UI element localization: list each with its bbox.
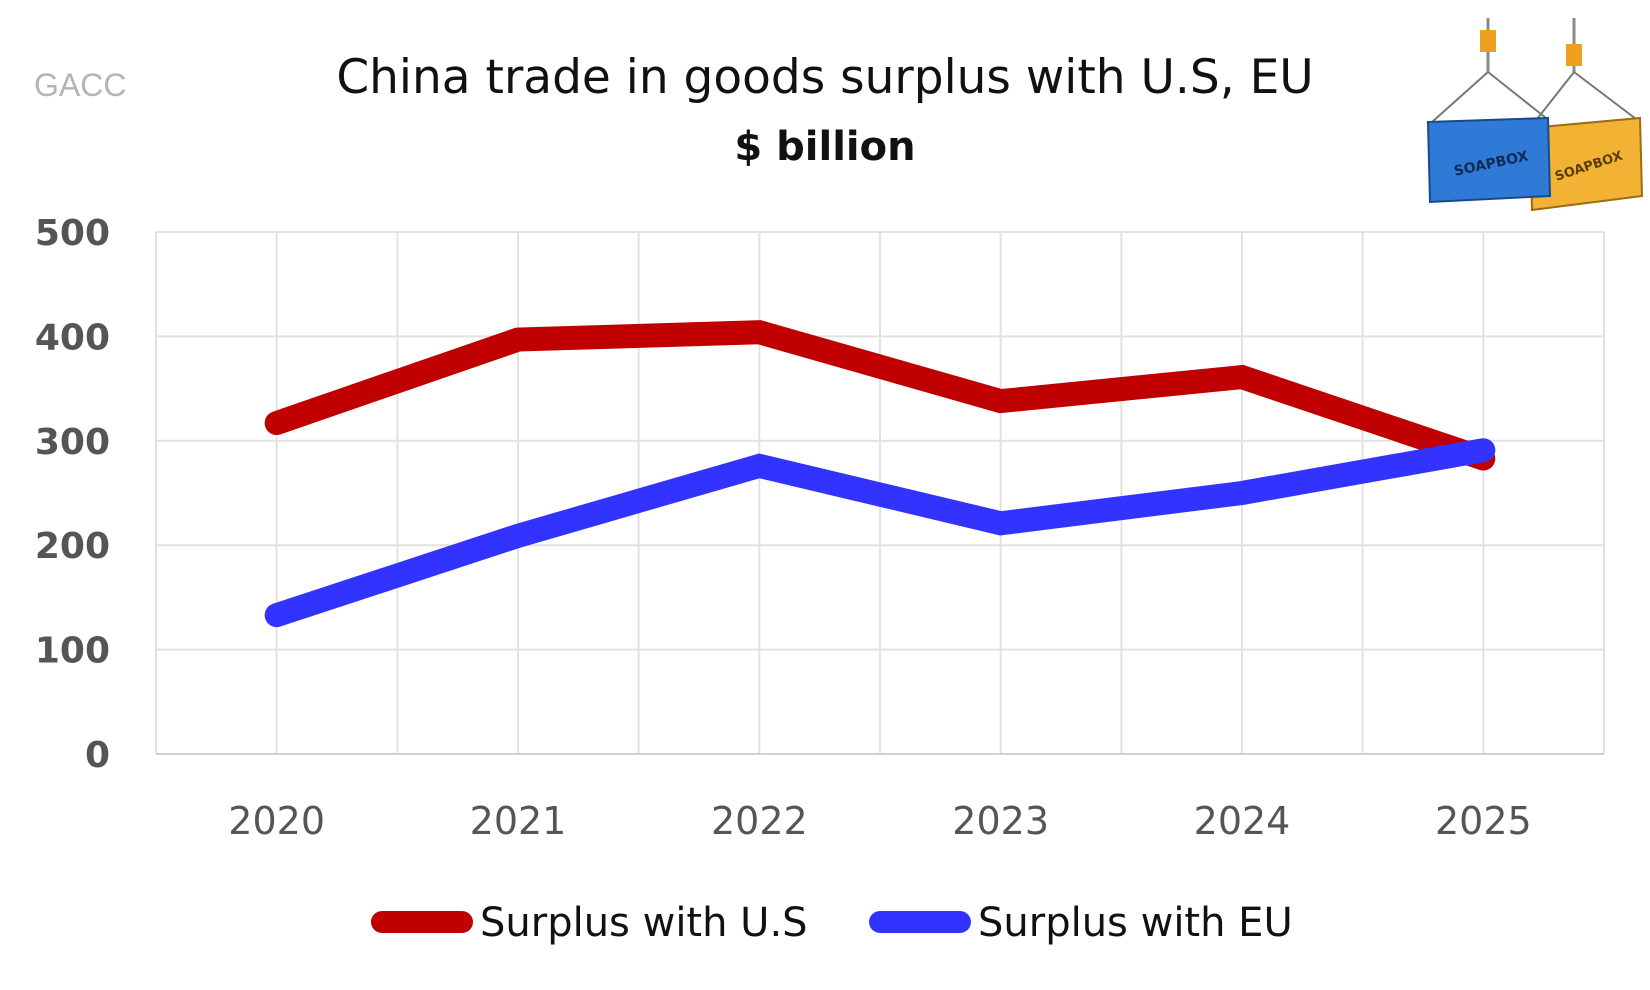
data-point (1482, 449, 1484, 451)
legend-label: Surplus with U.S (480, 900, 808, 946)
y-tick-label: 0 (85, 735, 110, 776)
x-tick-label: 2021 (470, 799, 567, 843)
data-point (517, 339, 519, 341)
y-tick-label: 100 (35, 631, 110, 672)
data-point (276, 614, 278, 616)
data-point (1241, 376, 1243, 378)
x-tick-label: 2025 (1435, 799, 1532, 843)
data-point (517, 535, 519, 537)
data-point (1000, 522, 1002, 524)
data-point (1241, 492, 1243, 494)
blue-container-icon (1426, 116, 1552, 204)
x-axis-ticks: 2020 2021 2022 2023 2024 2025 (228, 799, 1531, 843)
data-point (276, 422, 278, 424)
y-tick-label: 200 (35, 526, 110, 567)
series-line-1 (264, 320, 1496, 471)
y-tick-label: 500 (35, 213, 110, 254)
chart-title: China trade in goods surplus with U.S, E… (336, 50, 1313, 105)
legend: Surplus with U.S Surplus with EU (371, 900, 1293, 946)
x-tick-label: 2024 (1194, 799, 1291, 843)
crane-hook-icon (1480, 30, 1496, 52)
source-label: GACC (34, 67, 126, 103)
x-tick-label: 2022 (711, 799, 808, 843)
crane-hook-icon (1566, 44, 1582, 66)
legend-label: Surplus with EU (978, 900, 1293, 946)
y-axis-ticks: 0 100 200 300 400 500 (35, 213, 110, 776)
data-point (758, 465, 760, 467)
y-tick-label: 300 (35, 422, 110, 463)
data-point (1000, 400, 1002, 402)
soapbox-logo: SOAPBOX SOAPBOX (1426, 18, 1644, 212)
x-tick-label: 2020 (228, 799, 325, 843)
x-tick-label: 2023 (952, 799, 1049, 843)
series-line-2 (264, 438, 1496, 628)
data-point (758, 331, 760, 333)
series (264, 320, 1496, 628)
y-tick-label: 400 (35, 317, 110, 358)
chart-subtitle: $ billion (734, 124, 915, 170)
